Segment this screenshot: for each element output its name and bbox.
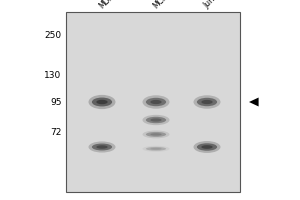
Ellipse shape — [201, 100, 213, 104]
Bar — [66, 12, 240, 192]
Ellipse shape — [92, 144, 112, 150]
Ellipse shape — [194, 95, 220, 109]
Ellipse shape — [150, 118, 162, 122]
Ellipse shape — [201, 145, 213, 149]
Text: 72: 72 — [50, 128, 61, 137]
Ellipse shape — [194, 141, 220, 153]
Ellipse shape — [142, 115, 170, 125]
Ellipse shape — [88, 95, 116, 109]
Ellipse shape — [197, 98, 217, 106]
Ellipse shape — [142, 95, 170, 109]
Text: 250: 250 — [44, 31, 62, 40]
Polygon shape — [249, 98, 259, 106]
Text: 130: 130 — [44, 71, 62, 79]
Ellipse shape — [92, 98, 112, 106]
Text: MCF-7: MCF-7 — [151, 0, 174, 10]
Ellipse shape — [146, 132, 166, 137]
Ellipse shape — [150, 148, 162, 150]
Ellipse shape — [150, 100, 162, 104]
Ellipse shape — [146, 98, 166, 106]
Ellipse shape — [150, 133, 162, 136]
Ellipse shape — [96, 100, 108, 104]
Ellipse shape — [146, 147, 166, 151]
Text: 95: 95 — [50, 98, 61, 107]
Text: MDA-MB453: MDA-MB453 — [97, 0, 136, 10]
Ellipse shape — [146, 117, 166, 123]
Ellipse shape — [197, 143, 217, 151]
Ellipse shape — [142, 146, 170, 152]
Text: Jurkat: Jurkat — [202, 0, 224, 10]
Ellipse shape — [96, 145, 108, 149]
Ellipse shape — [142, 130, 170, 138]
Ellipse shape — [88, 141, 116, 153]
